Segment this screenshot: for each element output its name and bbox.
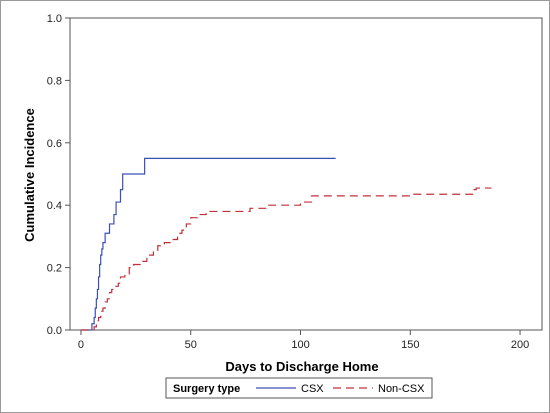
x-tick-label: 50	[185, 339, 197, 351]
legend-title: Surgery type	[173, 383, 240, 395]
legend-box	[165, 377, 433, 399]
y-axis-title: Cumulative Incidence	[22, 108, 37, 242]
x-tick-label: 0	[78, 339, 84, 351]
x-tick-label: 200	[511, 339, 529, 351]
legend: Surgery type CSX Non-CSX	[165, 377, 433, 399]
y-tick-label: 0.8	[47, 75, 62, 87]
y-tick-label: 0.0	[47, 325, 62, 337]
series-line-csx	[80, 157, 336, 331]
axes: 0.0 0.2 0.4 0.6 0.8 1.0 0 50 100 150 200	[47, 13, 530, 351]
y-tick-label: 0.4	[47, 200, 62, 212]
x-tick-label: 150	[401, 339, 419, 351]
series-layer	[80, 157, 492, 331]
series-line-non-csx	[80, 187, 492, 331]
legend-label-csx: CSX	[301, 383, 324, 395]
y-tick-label: 0.6	[47, 138, 62, 150]
plot-area	[69, 17, 543, 331]
y-tick-label: 1.0	[47, 13, 62, 25]
x-axis-title: Days to Discharge Home	[225, 359, 378, 374]
legend-label-non-csx: Non-CSX	[378, 383, 425, 395]
plot-border	[69, 17, 543, 331]
x-tick-label: 100	[291, 339, 309, 351]
y-tick-label: 0.2	[47, 263, 62, 275]
